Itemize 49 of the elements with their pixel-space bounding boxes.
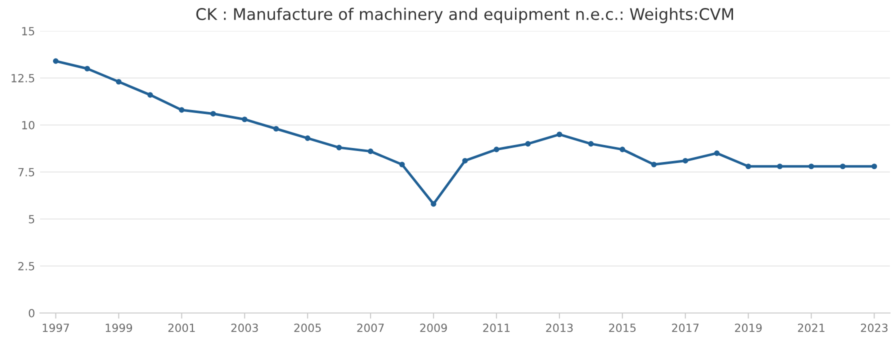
point [714, 150, 720, 156]
point [620, 146, 626, 152]
point [556, 132, 562, 138]
x-tick-label: 2017 [672, 324, 699, 332]
y-tick-label: 12.5 [12, 74, 34, 82]
point [840, 164, 846, 170]
point [588, 141, 594, 147]
point [147, 92, 153, 98]
point [304, 135, 310, 141]
y-tick-label: 15 [22, 27, 34, 36]
point [430, 201, 436, 207]
x-tick-label: 2019 [735, 324, 762, 332]
x-tick-label: 2007 [357, 324, 384, 332]
point [336, 144, 342, 150]
x-tick-label: 2013 [546, 324, 573, 332]
point [651, 162, 657, 168]
point [808, 164, 814, 170]
x-tick-label: 2015 [609, 324, 636, 332]
point [210, 110, 216, 116]
point [52, 58, 59, 64]
chart-title: CK : Manufacture of machinery and equipment n.e.c.: Weights:CVM [196, 8, 734, 24]
point [525, 141, 531, 147]
point [368, 148, 374, 154]
point [682, 158, 688, 164]
x-tick-label: 1997 [42, 324, 69, 332]
y-tick-label: 5 [28, 215, 34, 224]
point [746, 164, 752, 170]
x-tick-label: 2005 [294, 324, 321, 332]
x-tick-label: 2009 [420, 324, 447, 332]
y-tick-label: 7.5 [18, 168, 34, 176]
point [462, 158, 468, 164]
x-tick-label: 2011 [483, 324, 510, 332]
x-tick-label: 1999 [106, 324, 132, 332]
point [777, 164, 783, 170]
point [399, 162, 405, 168]
y-tick-label: 0 [28, 308, 34, 318]
point [84, 66, 90, 72]
point [494, 146, 500, 152]
x-tick-label: 2003 [231, 324, 258, 332]
y-tick-label: 10 [22, 120, 34, 130]
x-tick-label: 2023 [860, 324, 888, 332]
x-tick-label: 2021 [798, 324, 824, 332]
point [116, 78, 122, 85]
point [242, 116, 248, 122]
x-tick-label: 2001 [168, 324, 195, 332]
point [273, 126, 279, 132]
point [178, 107, 184, 113]
point [871, 164, 878, 170]
y-tick-label: 2.5 [18, 262, 34, 270]
